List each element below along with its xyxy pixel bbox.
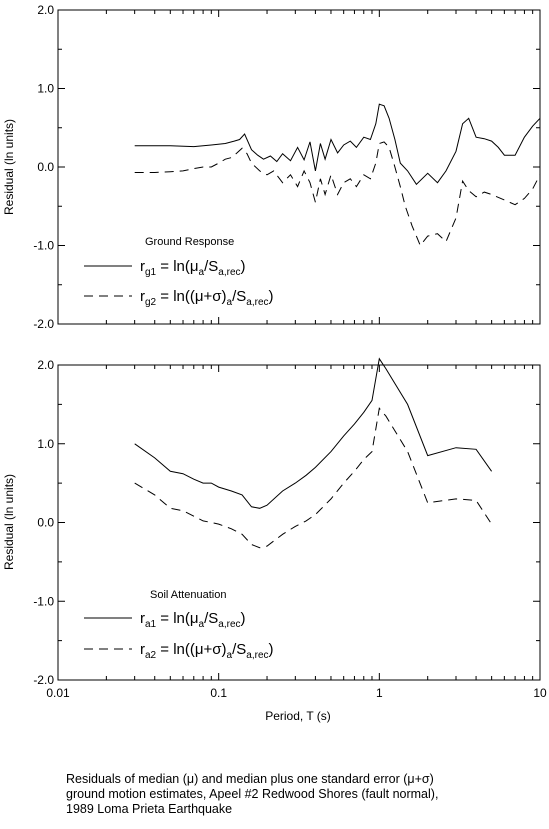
- bottom-y-tick-label: -1.0: [33, 594, 54, 608]
- top-y-tick-label: 2.0: [37, 3, 54, 17]
- caption-line-2: ground motion estimates, Apeel #2 Redwoo…: [66, 787, 439, 801]
- x-axis-label: Period, T (s): [265, 709, 331, 723]
- bottom-plot-frame: [57, 364, 541, 681]
- top-y-tick-label: 1.0: [37, 82, 54, 96]
- bottom-legend-entry-2: ra2 = ln((μ+σ)a/Sa,rec): [140, 641, 274, 661]
- top-y-tick-label: -1.0: [33, 239, 54, 253]
- top-y-tick-label: -2.0: [33, 317, 54, 331]
- figure-caption: Residuals of median (μ) and median plus …: [66, 772, 536, 817]
- top-series-median-line: [134, 103, 541, 186]
- bottom-legend: Soil Attenuation ra1 = ln(μa/Sa,rec) ra2…: [84, 589, 274, 661]
- caption-line-1: Residuals of median (μ) and median plus …: [66, 772, 434, 786]
- bottom-y-tick-label: 2.0: [37, 358, 54, 372]
- bottom-series-mean-plus-sigma-line: [134, 407, 493, 549]
- soil-attenuation-panel: 2.0 1.0 0.0 -1.0 -2.00.01 0.1 1 10 Residual (ln…: [2, 357, 547, 723]
- x-tick-label: 0.01: [46, 686, 70, 700]
- top-series-mean-plus-sigma-line: [134, 141, 541, 247]
- top-plot-frame: [57, 9, 541, 325]
- top-legend-entry-2: rg2 = ln((μ+σ)a/Sa,rec): [140, 288, 274, 308]
- caption-line-3: 1989 Loma Prieta Earthquake: [66, 802, 233, 816]
- top-legend-title: Ground Response: [145, 236, 234, 248]
- top-y-axis-label: Residual (ln units): [2, 119, 16, 215]
- bottom-legend-entry-1: ra1 = ln(μa/Sa,rec): [140, 610, 246, 630]
- ground-response-panel: 2.0 1.0 0.0 -1.0 -2.0 Residual (ln units) Gr…: [2, 3, 541, 331]
- bottom-y-axis-label: Residual (ln units): [2, 474, 16, 570]
- x-tick-label: 0.1: [210, 686, 227, 700]
- top-y-tick-label: 0.0: [37, 160, 54, 174]
- bottom-y-tick-label: 0.0: [37, 516, 54, 530]
- bottom-legend-title: Soil Attenuation: [150, 589, 226, 601]
- bottom-y-tick-label: -2.0: [33, 673, 54, 687]
- top-legend-entry-1: rg1 = ln(μa/Sa,rec): [140, 258, 246, 278]
- figure: 2.0 1.0 0.0 -1.0 -2.0 Residual (ln units) Gr…: [2, 3, 547, 723]
- bottom-y-tick-label: 1.0: [37, 437, 54, 451]
- x-tick-label: 1: [376, 686, 383, 700]
- top-legend: Ground Response rg1 = ln(μa/Sa,rec) rg2 …: [84, 236, 274, 308]
- x-tick-label: 10: [533, 686, 547, 700]
- bottom-series-median-line: [134, 357, 493, 509]
